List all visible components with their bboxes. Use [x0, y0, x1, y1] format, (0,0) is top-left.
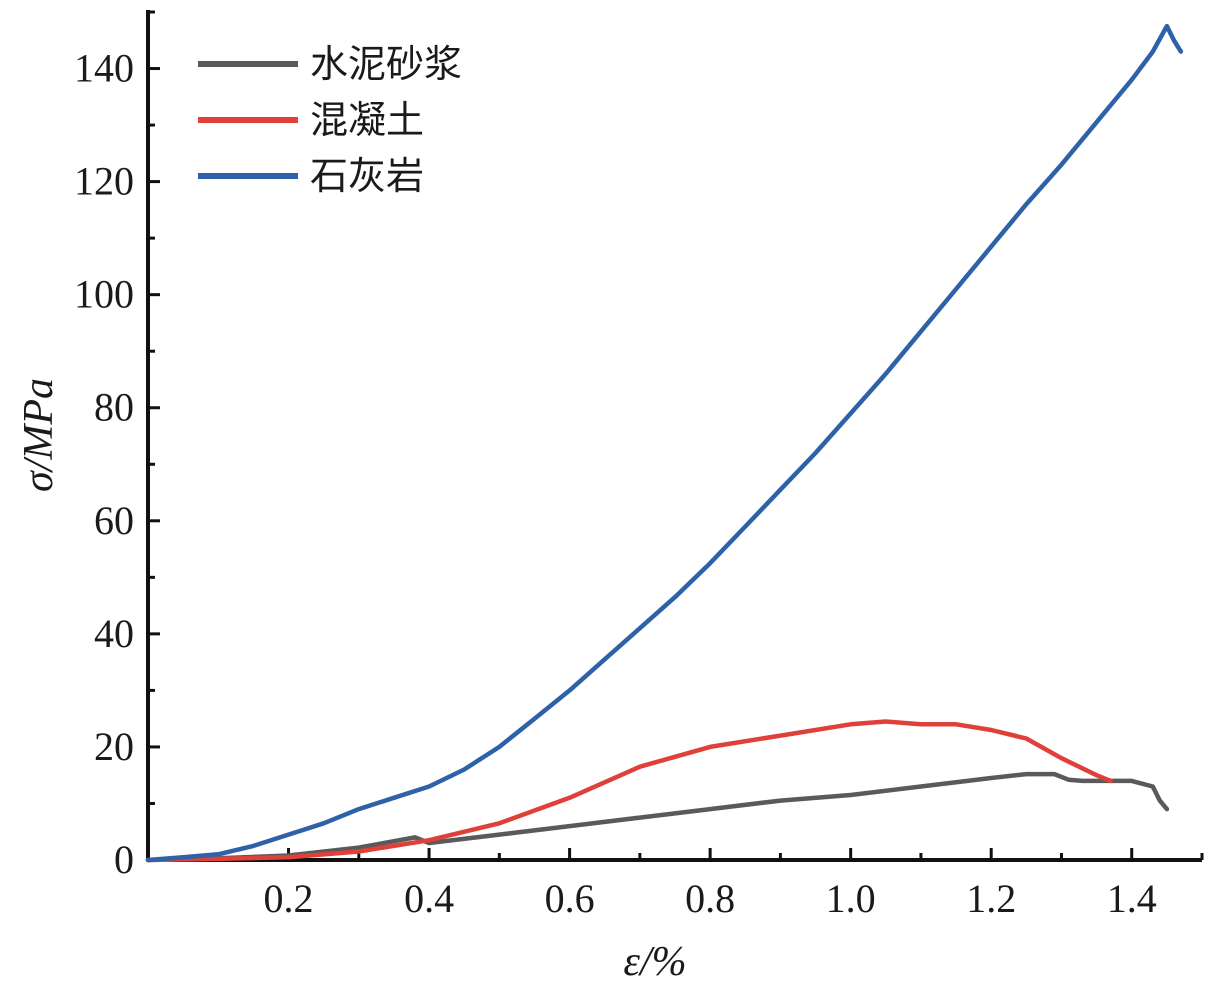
y-tick-label: 80 — [94, 385, 134, 430]
x-tick-label: 1.2 — [966, 876, 1016, 921]
y-tick-label: 0 — [114, 837, 134, 882]
y-tick-label: 100 — [74, 272, 134, 317]
series-line-0 — [145, 771, 1170, 863]
y-tick-label: 60 — [94, 498, 134, 543]
y-tick-label: 140 — [74, 46, 134, 91]
axes: 0 20 40 60 80 100 120 140 0.2 0.4 0.6 0.8 1.0 1.2 1.4 — [74, 10, 1204, 921]
y-tick-label: 20 — [94, 724, 134, 769]
x-tick-label: 0.2 — [264, 876, 314, 921]
legend-label-0: 水泥砂浆 — [310, 42, 462, 86]
x-tick-label: 0.4 — [404, 876, 454, 921]
x-tick-label: 0.8 — [685, 876, 735, 921]
x-axis-title: ε/% — [623, 939, 686, 983]
x-tick-label: 0.6 — [545, 876, 595, 921]
y-axis-title: σ/MPa — [16, 378, 62, 492]
series-line-1 — [145, 719, 1113, 863]
y-tick-label: 120 — [74, 159, 134, 204]
x-tick-label: 1.0 — [826, 876, 876, 921]
y-tick-label: 40 — [94, 611, 134, 656]
x-tick-label: 1.4 — [1107, 876, 1157, 921]
series-line-2 — [145, 23, 1184, 863]
legend-label-2: 石灰岩 — [310, 154, 424, 198]
plot-series — [145, 23, 1184, 863]
legend-label-1: 混凝土 — [310, 98, 424, 142]
